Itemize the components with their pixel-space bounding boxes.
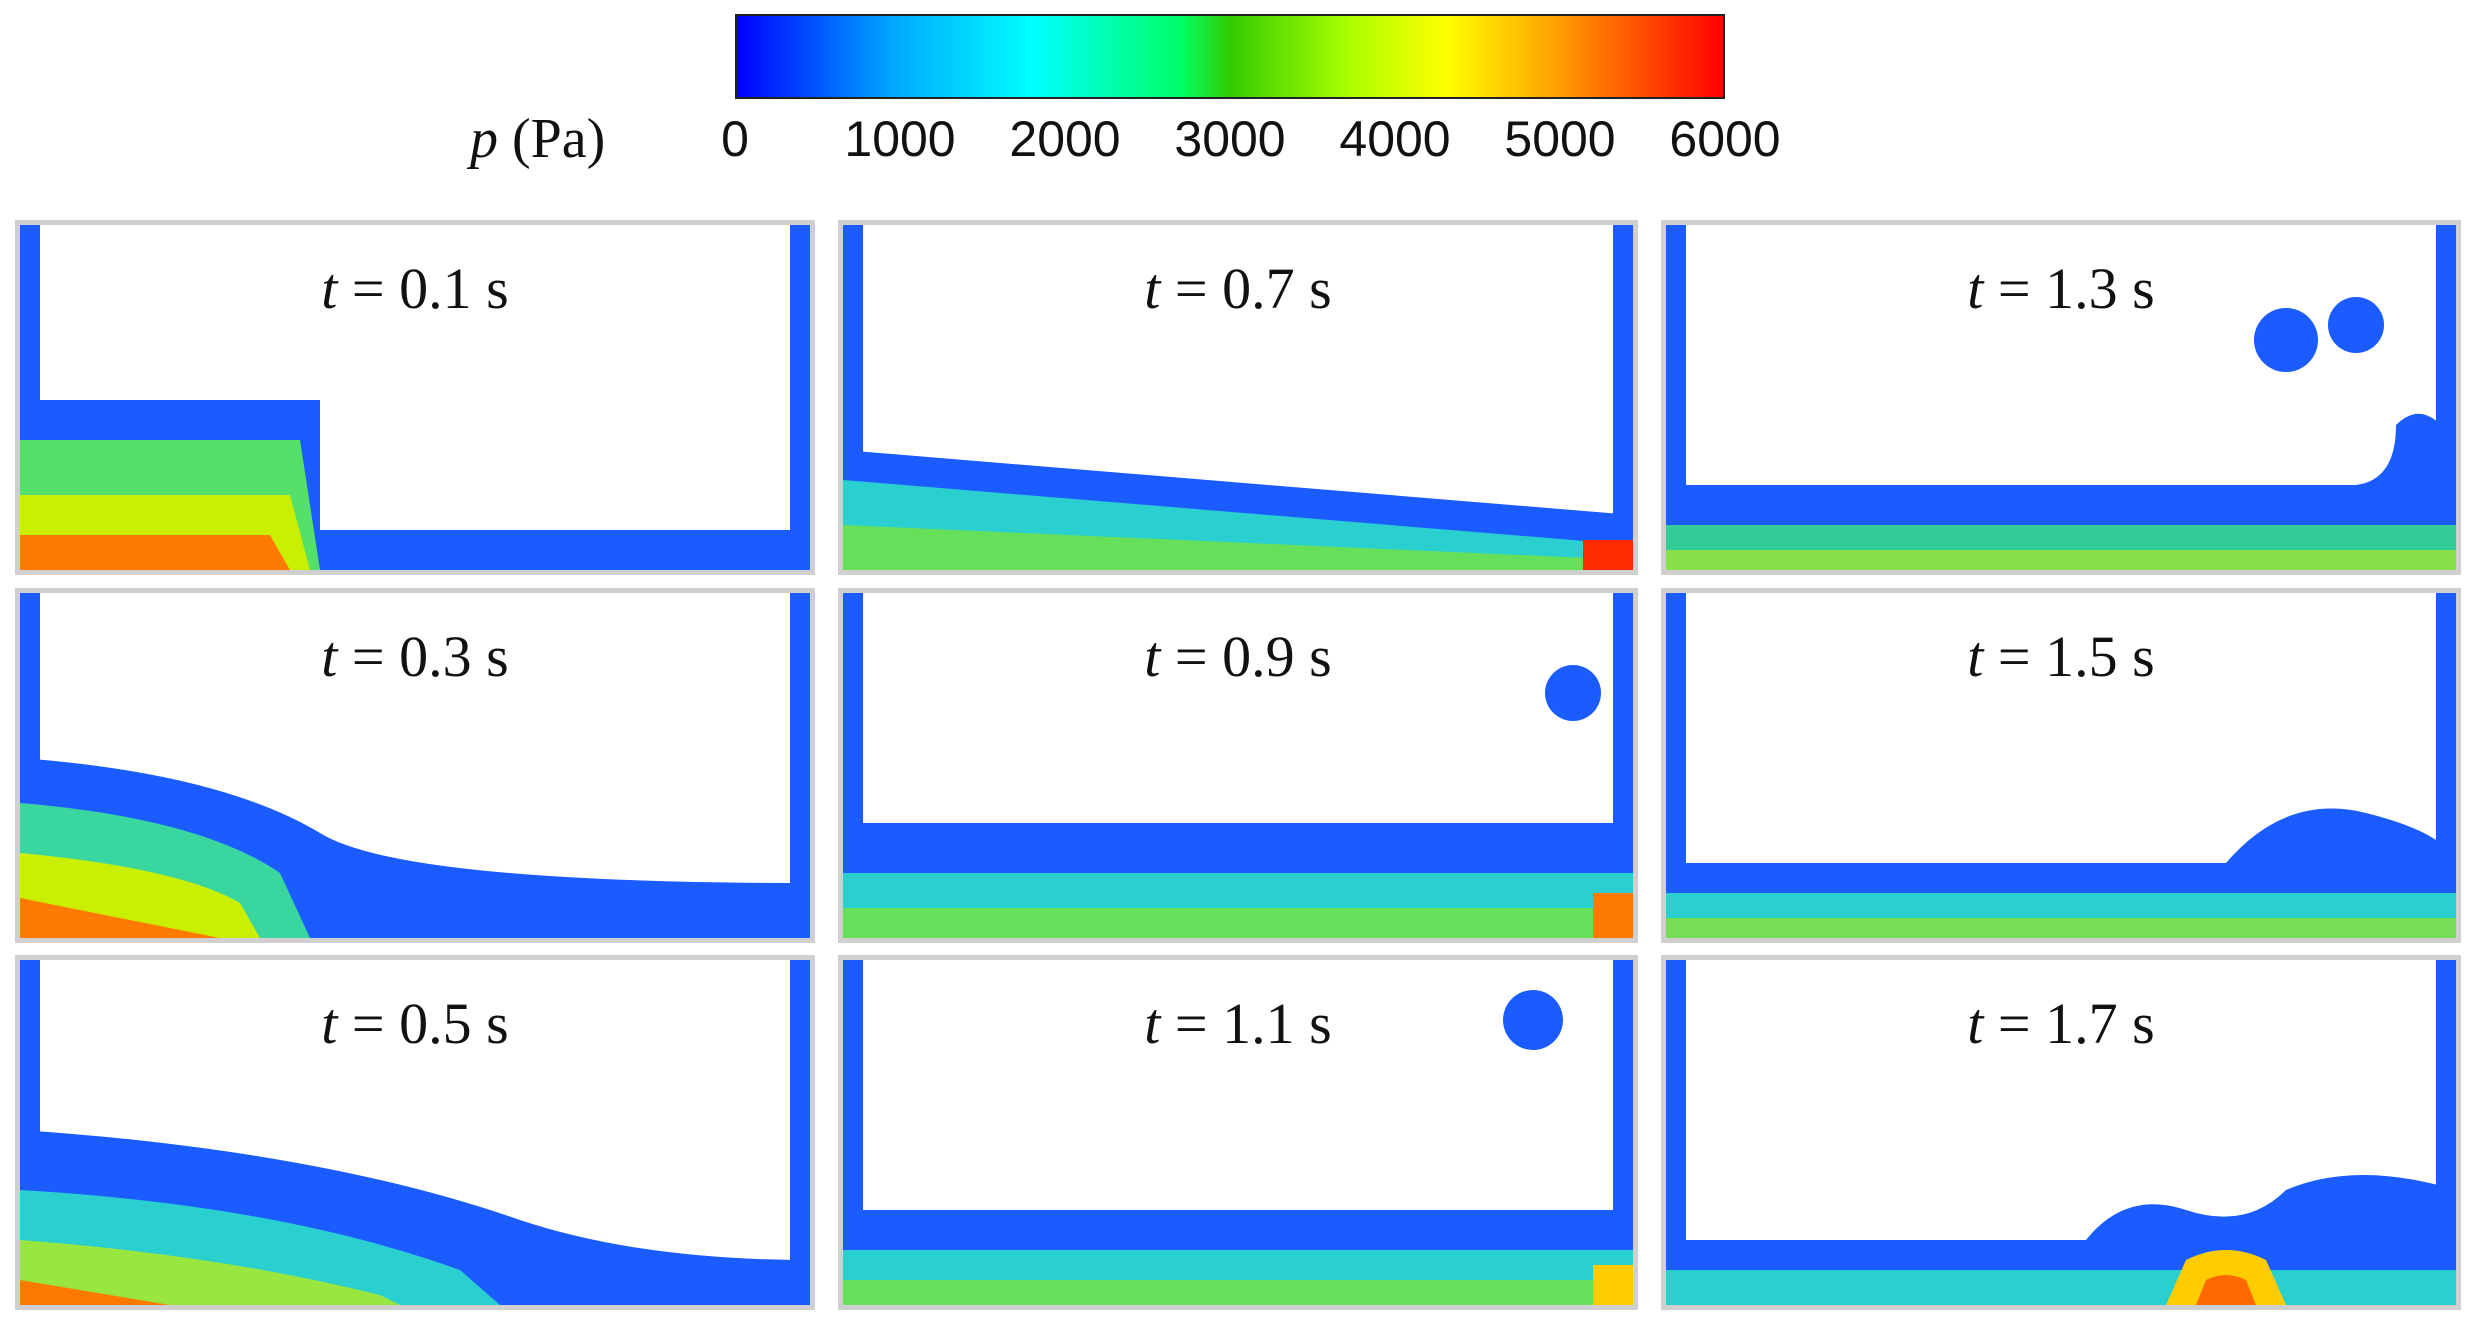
colorbar-variable: p bbox=[470, 108, 498, 170]
pressure-field bbox=[843, 225, 1633, 570]
colorbar-tick: 3000 bbox=[1174, 111, 1286, 167]
pressure-field bbox=[20, 593, 810, 938]
colorbar-tick: 4000 bbox=[1339, 111, 1451, 167]
colorbar-tick: 6000 bbox=[1669, 111, 1781, 167]
colorbar-tick: 2000 bbox=[1009, 111, 1121, 167]
snapshot-panel: t = 1.7 s bbox=[1661, 955, 2461, 1310]
snapshot-panel: t = 0.7 s bbox=[838, 220, 1638, 575]
snapshot-panel: t = 1.1 s bbox=[838, 955, 1638, 1310]
snapshot-panel: t = 0.3 s bbox=[15, 588, 815, 943]
colorbar-unit: (Pa) bbox=[512, 108, 606, 170]
pressure-field bbox=[1666, 593, 2456, 938]
pressure-field bbox=[1666, 960, 2456, 1305]
pressure-field bbox=[20, 225, 810, 570]
pressure-field bbox=[20, 960, 810, 1305]
colorbar-tick: 5000 bbox=[1504, 111, 1616, 167]
colorbar-label: p (Pa) bbox=[470, 107, 605, 171]
pressure-field bbox=[843, 593, 1633, 938]
snapshot-panel: t = 1.5 s bbox=[1661, 588, 2461, 943]
pressure-colorbar bbox=[735, 14, 1725, 99]
colorbar-tick: 1000 bbox=[844, 111, 956, 167]
pressure-field bbox=[843, 960, 1633, 1305]
colorbar-tick: 0 bbox=[721, 111, 749, 167]
snapshot-panel: t = 0.5 s bbox=[15, 955, 815, 1310]
pressure-field bbox=[1666, 225, 2456, 570]
snapshot-panel: t = 1.3 s bbox=[1661, 220, 2461, 575]
snapshot-panel: t = 0.9 s bbox=[838, 588, 1638, 943]
snapshot-panel: t = 0.1 s bbox=[15, 220, 815, 575]
